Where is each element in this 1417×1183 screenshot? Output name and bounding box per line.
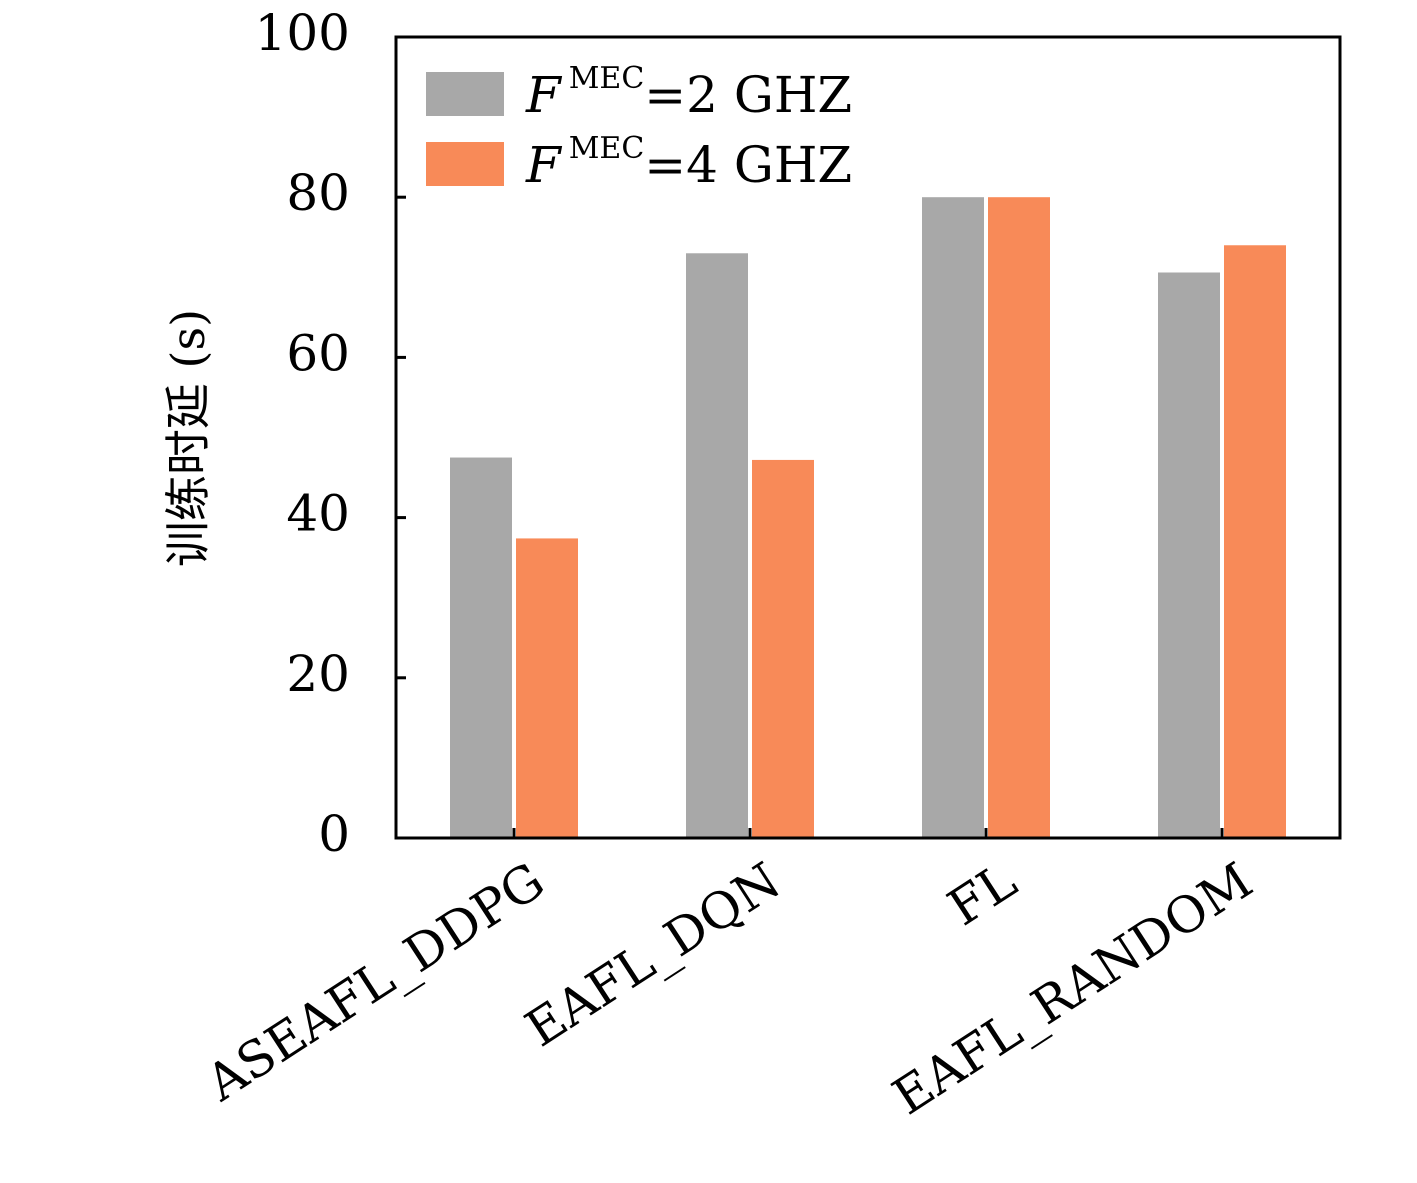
bar-fl-series-1 — [922, 197, 984, 838]
legend-superscript: MEC — [569, 131, 645, 166]
bar-aseafl-ddpg-series-2 — [516, 538, 578, 838]
bar-eafl-random-series-2 — [1224, 245, 1286, 838]
y-tick-label: 0 — [318, 805, 350, 863]
x-tick-label-eafl-dqn: EAFL_DQN — [515, 851, 790, 1058]
x-tick-label-aseafl-ddpg: ASEAFL_DDPG — [195, 851, 554, 1112]
bar-eafl-random-series-1 — [1158, 272, 1220, 838]
legend-value: =4 GHZ — [644, 136, 852, 194]
y-tick-label: 80 — [286, 164, 350, 222]
legend-superscript: MEC — [569, 61, 645, 96]
y-tick-label: 60 — [286, 324, 350, 382]
bar-fl-series-2 — [988, 197, 1050, 838]
legend-symbol: F — [525, 136, 563, 194]
x-tick-label-fl: FL — [938, 851, 1027, 937]
legend-label-2: F MEC=4 GHZ — [525, 131, 852, 194]
plot-frame — [394, 35, 1342, 840]
bar-eafl-dqn-series-1 — [686, 253, 748, 838]
bar-aseafl-ddpg-series-1 — [450, 457, 512, 838]
legend-swatch-2 — [426, 142, 504, 186]
legend-swatch-1 — [426, 72, 504, 116]
y-axis-title: 训练时延 (s) — [161, 309, 215, 567]
y-tick-label: 40 — [286, 485, 350, 543]
legend-value: =2 GHZ — [644, 66, 852, 124]
y-tick-label: 100 — [255, 4, 350, 62]
y-axis: 0 20 40 60 80 100 — [255, 4, 406, 863]
bar-eafl-dqn-series-2 — [752, 459, 814, 838]
legend-label-1: F MEC=2 GHZ — [525, 61, 852, 124]
legend-symbol: F — [525, 66, 563, 124]
y-tick-label: 20 — [286, 645, 350, 703]
bars-group — [450, 197, 1286, 838]
